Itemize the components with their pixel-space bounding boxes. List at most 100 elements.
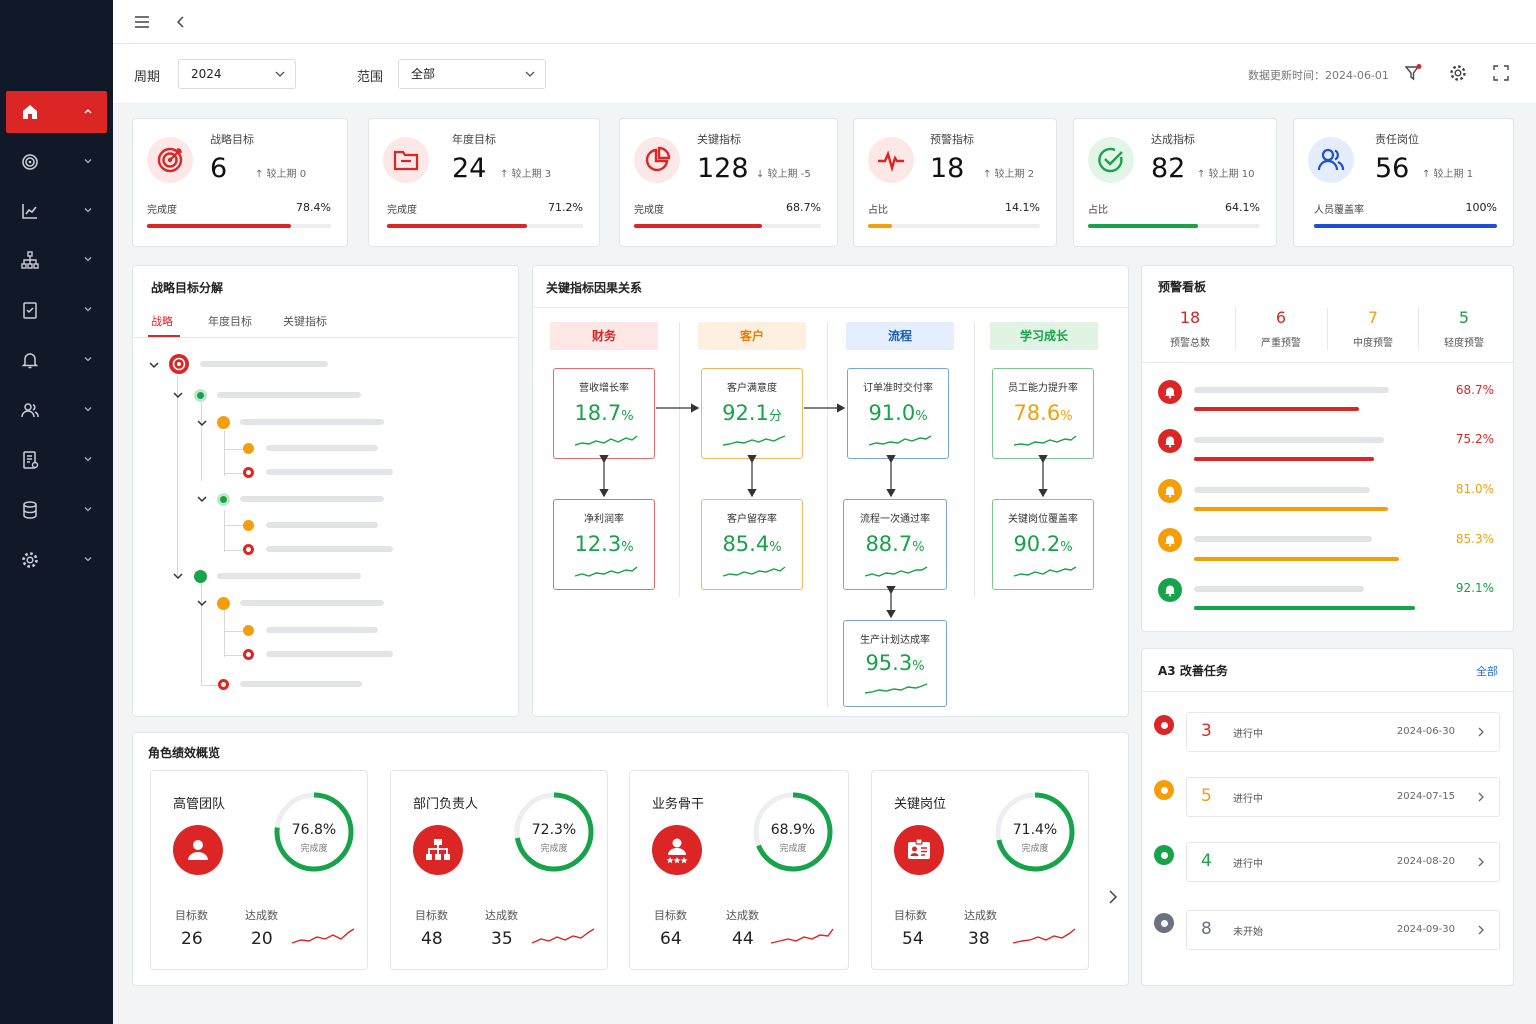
node-value: 12.3 [574, 532, 622, 556]
tree-node-placeholder [217, 573, 361, 579]
kpi-title: 责任岗位 [1375, 133, 1419, 146]
home-icon [23, 105, 37, 119]
node-unit: % [1060, 409, 1073, 424]
sparkline-icon [864, 683, 928, 694]
users-icon [21, 403, 39, 418]
sidebar-item-target[interactable] [6, 141, 107, 183]
tab-strategy[interactable]: 战略 [151, 315, 173, 328]
sidebar-item-tasks[interactable] [6, 289, 107, 331]
indicator-node[interactable]: 营收增长率 18.7% [553, 368, 655, 459]
bell-icon [1158, 528, 1182, 552]
scope-select[interactable]: 全部 [398, 59, 546, 89]
indicator-node[interactable]: 关键岗位覆盖率 90.2% [992, 499, 1094, 590]
role-card[interactable]: 部门负责人 72.3% 完成度 目标数 48 达成数 35 [390, 770, 608, 970]
task-item[interactable]: 5 进行中 2024-07-15 [1186, 777, 1500, 817]
node-value: 78.6 [1013, 401, 1061, 425]
tree-node-placeholder [266, 627, 378, 633]
chevron-right-icon[interactable] [1108, 890, 1118, 904]
completion-percent: 68.9% [770, 822, 816, 838]
folder-icon [383, 137, 429, 183]
indicator-node[interactable]: 流程一次通过率 88.7% [843, 499, 947, 590]
warning-percent: 68.7% [1455, 383, 1494, 397]
update-time: 数据更新时间：2024-06-01 [1248, 69, 1389, 82]
kpi-delta: ↓ 较上期 -5 [756, 169, 811, 180]
users-icon [1308, 137, 1354, 183]
chevron-right-icon [1478, 857, 1484, 867]
tree-node-dot [243, 467, 254, 478]
sidebar [0, 0, 113, 1024]
role-card[interactable]: 关键岗位 71.4% 完成度 目标数 54 达成数 38 [871, 770, 1089, 970]
role-card[interactable]: 高管团队 76.8% 完成度 目标数 26 达成数 20 [150, 770, 368, 970]
target-count-label: 目标数 [894, 909, 927, 922]
chevron-down-icon [84, 457, 92, 462]
period-select[interactable]: 2024 [178, 59, 296, 89]
tree-node-placeholder [266, 522, 378, 528]
chevron-right-icon [1478, 792, 1484, 802]
tree-node-dot [217, 493, 230, 506]
menu-icon[interactable] [134, 15, 150, 29]
chevron-down-icon[interactable] [148, 360, 160, 370]
kpi-card-key-indicators[interactable]: 关键指标 128 ↓ 较上期 -5 完成度 68.7% [619, 118, 838, 247]
warning-progress [1194, 606, 1416, 610]
kpi-value: 24 [452, 153, 487, 184]
line-chart-icon [22, 204, 37, 219]
node-title: 订单准时交付率 [863, 383, 933, 394]
indicator-node[interactable]: 净利润率 12.3% [553, 499, 655, 590]
kpi-card-achieved-indicators[interactable]: 达成指标 82 ↑ 较上期 10 占比 64.1% [1073, 118, 1277, 247]
back-icon[interactable] [175, 15, 187, 29]
kpi-title: 达成指标 [1151, 133, 1195, 146]
gear-icon[interactable] [1448, 63, 1468, 83]
kpi-card-warning-indicators[interactable]: 预警指标 18 ↑ 较上期 2 占比 14.1% [853, 118, 1057, 247]
sidebar-item-reports[interactable] [6, 439, 107, 481]
warning-total-label: 预警总数 [1170, 338, 1210, 349]
task-date: 2024-07-15 [1396, 791, 1455, 802]
achieved-count-label: 达成数 [485, 909, 518, 922]
sidebar-item-alerts[interactable] [6, 339, 107, 381]
sidebar-item-home[interactable] [6, 91, 107, 133]
indicator-node[interactable]: 客户留存率 85.4% [701, 499, 803, 590]
sidebar-item-data[interactable] [6, 489, 107, 531]
kpi-delta: ↑ 较上期 2 [983, 169, 1035, 180]
chevron-down-icon[interactable] [196, 494, 208, 504]
target-count-label: 目标数 [654, 909, 687, 922]
sparkline-icon [291, 928, 355, 944]
task-item[interactable]: 8 未开始 2024-09-30 [1186, 910, 1500, 950]
task-item[interactable]: 3 进行中 2024-06-30 [1186, 712, 1500, 752]
bell-icon [21, 353, 39, 369]
fullscreen-icon[interactable] [1493, 65, 1509, 81]
role-card[interactable]: 业务骨干 68.9% 完成度 目标数 64 达成数 44 [629, 770, 849, 970]
kpi-card-strategic-goals[interactable]: 战略目标 6 ↑ 较上期 0 完成度 78.4% [132, 118, 348, 247]
chevron-down-icon[interactable] [196, 418, 208, 428]
tab-key-indicators[interactable]: 关键指标 [283, 315, 327, 328]
tree-node-dot [218, 679, 229, 690]
indicator-node[interactable]: 订单准时交付率 91.0% [847, 368, 949, 459]
indicator-node[interactable]: 员工能力提升率 78.6% [992, 368, 1094, 459]
indicator-node[interactable]: 客户满意度 92.1分 [701, 368, 803, 459]
kpi-card-responsible-positions[interactable]: 责任岗位 56 ↑ 较上期 1 人员覆盖率 100% [1293, 118, 1514, 247]
node-unit: % [915, 409, 928, 424]
kpi-value: 18 [930, 153, 965, 184]
tab-annual-goals[interactable]: 年度目标 [208, 315, 252, 328]
sidebar-item-users[interactable] [6, 389, 107, 431]
causal-relation-panel: 关键指标因果关系 财务 客户 流程 学习成长 营收增长率 18.7% 净利润率 … [532, 265, 1129, 717]
kpi-delta: ↑ 较上期 0 [255, 169, 307, 180]
chevron-down-icon[interactable] [172, 390, 184, 400]
chevron-down-icon[interactable] [196, 598, 208, 608]
role-name: 业务骨干 [652, 797, 705, 812]
kpi-card-annual-goals[interactable]: 年度目标 24 ↑ 较上期 3 完成度 71.2% [368, 118, 600, 247]
warning-percent: 75.2% [1455, 432, 1494, 446]
sidebar-item-settings[interactable] [6, 539, 107, 581]
sparkline-icon [722, 435, 786, 446]
kpi-value: 82 [1151, 153, 1186, 184]
kpi-value: 128 [697, 153, 749, 184]
org-chart-icon [413, 825, 463, 875]
kpi-foot-value: 64.1% [1225, 201, 1260, 214]
view-all-link[interactable]: 全部 [1476, 665, 1498, 678]
sidebar-item-org[interactable] [6, 239, 107, 281]
sidebar-item-trend[interactable] [6, 190, 107, 232]
indicator-node[interactable]: 生产计划达成率 95.3% [843, 620, 947, 707]
chevron-down-icon[interactable] [172, 571, 184, 581]
achieved-count: 38 [968, 929, 990, 949]
task-item[interactable]: 4 进行中 2024-08-20 [1186, 842, 1500, 882]
filter-icon[interactable] [1403, 63, 1423, 83]
